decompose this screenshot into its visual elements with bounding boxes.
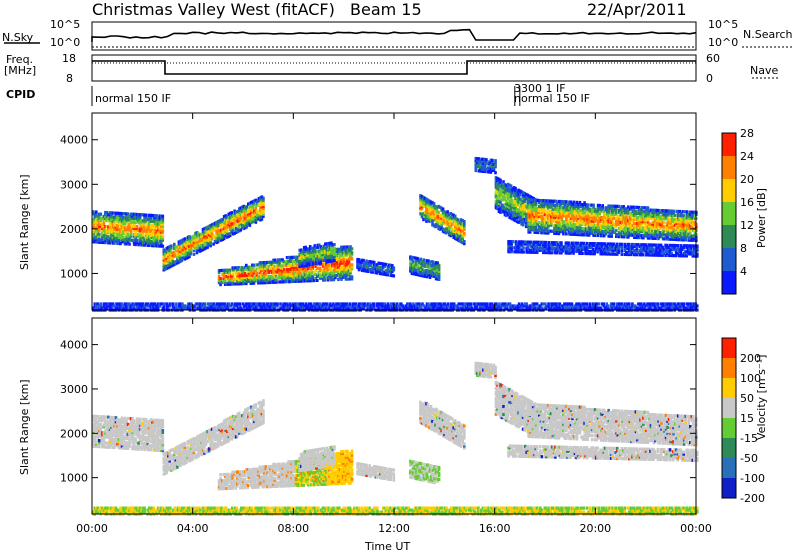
nave-label: Nave [750, 64, 778, 77]
freq-unit: [MHz] [4, 64, 36, 77]
power-colorbar-segment [722, 133, 736, 156]
vel-colorbar-tick: -50 [740, 452, 758, 465]
nsky-frame [92, 22, 696, 50]
vel-colorbar-segment [722, 438, 736, 458]
x-tick-label: 04:00 [177, 522, 209, 535]
power-ytick-label: 2000 [60, 223, 88, 236]
vel-colorbar-segment [722, 478, 736, 498]
x-tick-label: 00:00 [680, 522, 712, 535]
nsearch-label: N.Search [743, 28, 793, 41]
power-colorbar-tick: 20 [740, 173, 754, 186]
x-axis-label: Time UT [365, 540, 410, 553]
power-colorbar-tick: 12 [740, 219, 754, 232]
vel-colorbar-tick: 50 [740, 392, 754, 405]
nsky-tick-bottom: 10^0 [50, 36, 80, 49]
cpid-entry-1: normal 150 IF [95, 92, 171, 105]
vel-ytick-label: 4000 [60, 339, 88, 352]
vel-colorbar-segment [722, 378, 736, 398]
power-colorbar-segment [722, 202, 736, 225]
power-colorbar-tick: 8 [740, 242, 747, 255]
power-scatter [92, 157, 699, 312]
nsky-label: N.Sky [2, 31, 33, 44]
x-tick-label: 16:00 [479, 522, 511, 535]
vel-colorbar-segment [722, 338, 736, 358]
vel-colorbar-segment [722, 358, 736, 378]
vel-ytick-label: 3000 [60, 383, 88, 396]
nave-tick-top: 60 [706, 52, 720, 65]
power-colorbar-segment [722, 225, 736, 248]
date-title: 22/Apr/2011 [587, 0, 687, 19]
nave-tick-bottom: 0 [706, 72, 713, 85]
vel-colorbar-tick: 15 [740, 412, 754, 425]
power-colorbar-tick: 24 [740, 150, 754, 163]
power-colorbar-segment [722, 248, 736, 271]
vel-colorbar-segment [722, 458, 736, 478]
vel-colorbar-segment [722, 398, 736, 418]
station-title: Christmas Valley West (fitACF) [92, 0, 335, 19]
power-colorbar-segment [722, 156, 736, 179]
nsky-line [92, 30, 696, 42]
x-tick-label: 00:00 [76, 522, 108, 535]
power-ytick-label: 3000 [60, 178, 88, 191]
x-tick-label: 08:00 [277, 522, 309, 535]
vel-ytick-label: 2000 [60, 427, 88, 440]
power-ytick-label: 1000 [60, 267, 88, 280]
velocity-ylabel: Slant Range [km] [18, 379, 31, 475]
cpid-entry-3: normal 150 IF [514, 92, 590, 105]
nsearch-tick-bottom: 10^0 [708, 36, 738, 49]
vel-colorbar-segment [722, 418, 736, 438]
power-colorbar-segment [722, 179, 736, 202]
x-tick-label: 20:00 [579, 522, 611, 535]
power-ytick-label: 4000 [60, 134, 88, 147]
freq-tick-bottom: 8 [66, 72, 73, 85]
power-colorbar-tick: 16 [740, 196, 754, 209]
power-colorbar-segment [722, 271, 736, 294]
freq-frame [92, 55, 696, 81]
nsky-tick-top: 10^5 [50, 18, 80, 31]
power-colorbar-tick: 28 [740, 127, 754, 140]
vel-colorbar-tick: -200 [740, 492, 765, 505]
freq-tick-top: 18 [62, 52, 76, 65]
x-tick-label: 12:00 [378, 522, 410, 535]
nsearch-tick-top: 10^5 [708, 18, 738, 31]
vel-scatter [92, 362, 699, 516]
velocity-colorbar-label: Velocity [m s⁻¹] [755, 355, 768, 440]
power-colorbar-tick: 4 [740, 265, 747, 278]
power-colorbar-label: Power [dB] [755, 188, 768, 248]
vel-colorbar-tick: -100 [740, 472, 765, 485]
cpid-label: CPID [6, 88, 35, 101]
vel-ytick-label: 1000 [60, 472, 88, 485]
power-ylabel: Slant Range [km] [18, 174, 31, 270]
beam-title: Beam 15 [350, 0, 422, 19]
